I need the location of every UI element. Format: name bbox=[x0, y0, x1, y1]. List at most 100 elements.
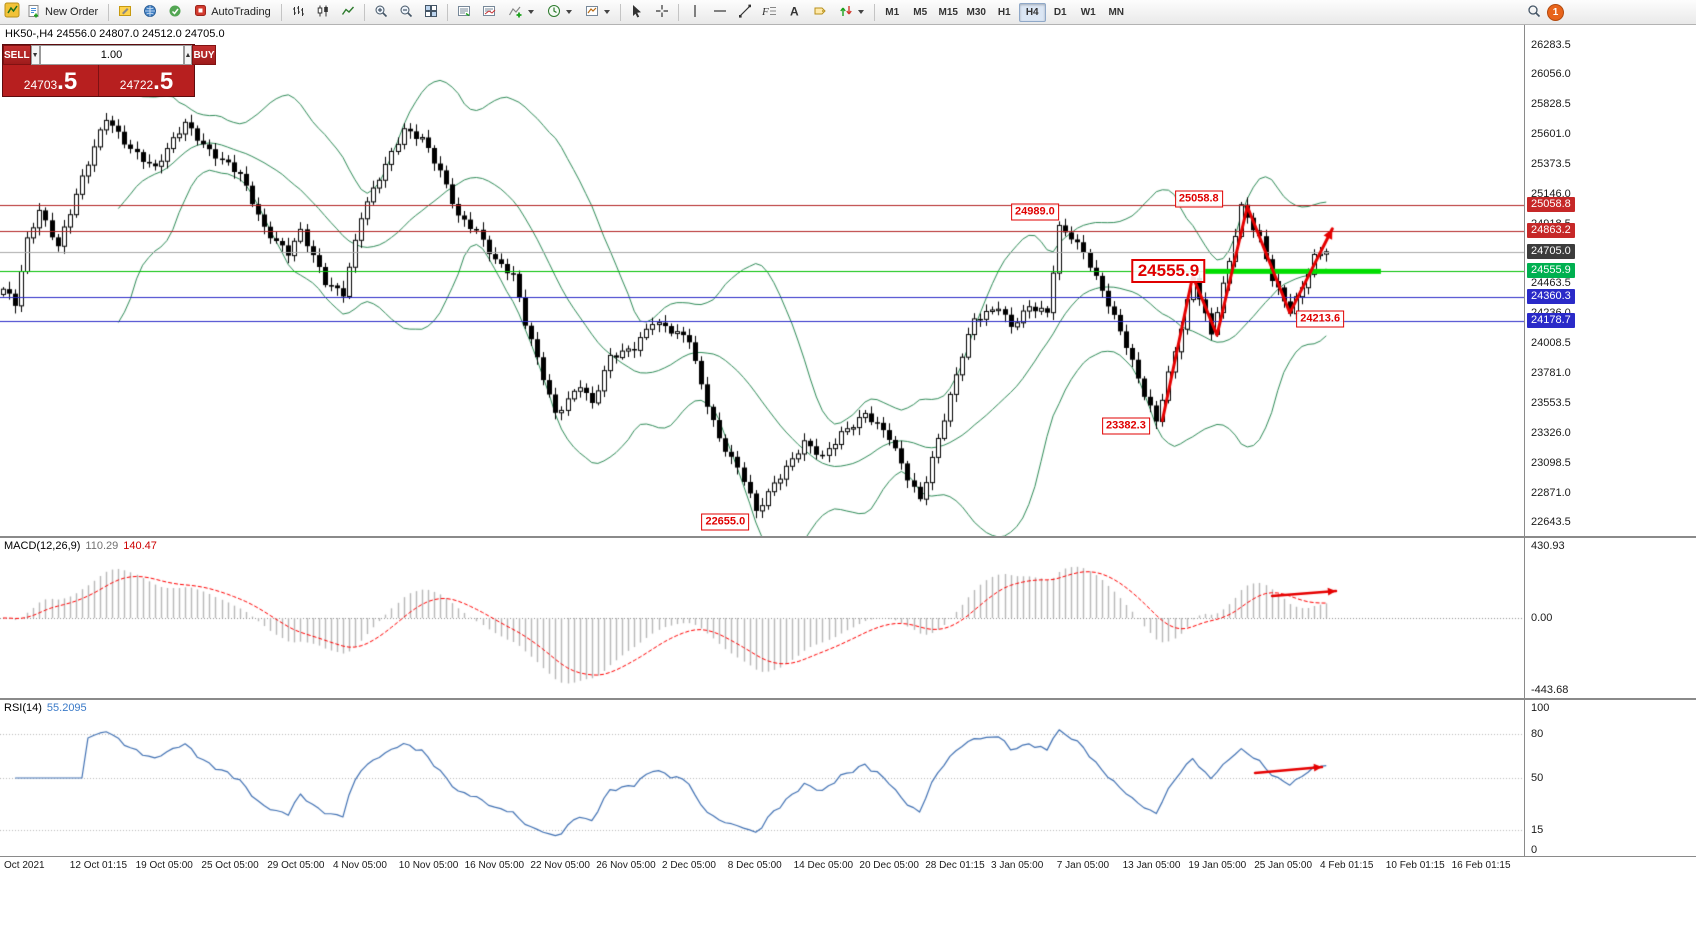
macd-scale-label: -443.68 bbox=[1531, 684, 1569, 696]
sell-button[interactable]: SELL bbox=[3, 45, 31, 65]
timeframe-h4[interactable]: H4 bbox=[1018, 2, 1046, 22]
volume-up-button[interactable]: ▲ bbox=[183, 45, 193, 65]
timeframe-w1[interactable]: W1 bbox=[1075, 3, 1102, 22]
time-axis-label: 19 Jan 05:00 bbox=[1188, 860, 1247, 871]
zoom-out-button[interactable] bbox=[394, 2, 418, 23]
panel-resize-handle[interactable] bbox=[0, 536, 1696, 538]
tile-windows-icon bbox=[424, 4, 438, 21]
timeframe-h1[interactable]: H1 bbox=[991, 3, 1018, 22]
indicators-list-icon bbox=[457, 4, 471, 21]
new-order-button[interactable]: New Order bbox=[21, 2, 104, 23]
chart-annotation[interactable]: 24213.6 bbox=[1296, 310, 1345, 328]
tile-windows-button[interactable] bbox=[419, 2, 443, 23]
time-axis[interactable]: Oct 2021 12 Oct 01:15 19 Oct 05:00 25 Oct 0… bbox=[0, 857, 1696, 876]
volume-input[interactable] bbox=[39, 45, 184, 65]
autotrading-button[interactable]: AutoTrading bbox=[188, 2, 277, 23]
svg-text:F: F bbox=[762, 6, 769, 18]
toolbar-separator bbox=[280, 3, 282, 21]
cursor-button[interactable] bbox=[625, 2, 649, 23]
add-indicator-icon bbox=[508, 4, 523, 21]
sell-price-small: 24703 bbox=[23, 78, 58, 92]
time-axis-label: 29 Oct 05:00 bbox=[267, 860, 325, 871]
time-axis-label: 20 Dec 05:00 bbox=[859, 860, 919, 871]
time-axis-label: 2 Dec 05:00 bbox=[662, 860, 716, 871]
toolbar-separator bbox=[873, 3, 875, 21]
line-chart-button[interactable] bbox=[336, 2, 360, 23]
text-label-button[interactable] bbox=[808, 2, 832, 23]
templates-button[interactable] bbox=[579, 2, 616, 23]
alerts-badge[interactable]: 1 bbox=[1547, 3, 1564, 21]
price-tick-label: 23326.0 bbox=[1531, 426, 1571, 439]
objects-list-button[interactable] bbox=[477, 2, 501, 23]
buy-price-big: .5 bbox=[153, 68, 174, 95]
crosshair-button[interactable] bbox=[650, 2, 674, 23]
panel-resize-handle[interactable] bbox=[0, 698, 1696, 700]
line-chart-icon bbox=[341, 4, 355, 21]
price-chart-canvas[interactable] bbox=[0, 24, 1524, 536]
rsi-name: RSI(14) bbox=[4, 702, 42, 714]
time-axis-label: 7 Jan 05:00 bbox=[1056, 860, 1110, 871]
crosshair-icon bbox=[655, 4, 669, 21]
toolbar-separator bbox=[363, 3, 365, 21]
bar-chart-button[interactable] bbox=[286, 2, 310, 23]
metaeditor-icon bbox=[118, 4, 132, 21]
time-axis-label: 16 Feb 01:15 bbox=[1451, 860, 1511, 871]
price-scale[interactable]: 26283.5 26056.0 25828.5 25601.0 25373.5 25146… bbox=[1524, 24, 1696, 876]
timeframe-mn[interactable]: MN bbox=[1103, 3, 1130, 22]
chart-annotation[interactable]: 22655.0 bbox=[701, 513, 750, 531]
periods-button[interactable] bbox=[541, 2, 578, 23]
zoom-in-button[interactable] bbox=[369, 2, 393, 23]
time-axis-label: 10 Feb 01:15 bbox=[1385, 860, 1445, 871]
timeframe-m30[interactable]: M30 bbox=[963, 3, 990, 22]
price-level-badge: 24360.3 bbox=[1527, 289, 1575, 305]
time-axis-label: 13 Jan 05:00 bbox=[1122, 860, 1181, 871]
chart-annotation[interactable]: 24555.9 bbox=[1131, 258, 1206, 283]
timeframe-d1[interactable]: D1 bbox=[1047, 3, 1074, 22]
fibonacci-button[interactable]: F bbox=[758, 2, 782, 23]
candlestick-chart-button[interactable] bbox=[311, 2, 335, 23]
price-level-badge: 24705.0 bbox=[1527, 243, 1575, 259]
price-tick-label: 26283.5 bbox=[1531, 38, 1571, 51]
metaeditor-button[interactable] bbox=[113, 2, 137, 23]
new-order-icon bbox=[27, 4, 41, 21]
horizontal-line-button[interactable] bbox=[708, 2, 732, 23]
candlestick-chart-icon bbox=[316, 4, 330, 21]
chart-annotation[interactable]: 24989.0 bbox=[1011, 203, 1059, 221]
timeframe-m1[interactable]: M1 bbox=[879, 3, 906, 22]
toolbar-separator bbox=[108, 3, 110, 21]
price-tick-label: 24008.5 bbox=[1531, 337, 1571, 350]
chart-annotation[interactable]: 23382.3 bbox=[1102, 417, 1150, 435]
indicators-list-button[interactable] bbox=[452, 2, 476, 23]
price-level-badge: 24178.7 bbox=[1527, 312, 1575, 328]
time-axis-label: 16 Nov 05:00 bbox=[464, 860, 525, 871]
text-button[interactable]: A bbox=[783, 2, 807, 23]
autotrading-label: AutoTrading bbox=[211, 6, 271, 18]
buy-button[interactable]: BUY bbox=[192, 45, 216, 65]
market-button[interactable] bbox=[163, 2, 187, 23]
volume-down-button[interactable]: ▼ bbox=[30, 45, 40, 65]
trendline-button[interactable] bbox=[733, 2, 757, 23]
add-indicator-button[interactable] bbox=[502, 2, 540, 23]
buy-price-small: 24722 bbox=[119, 78, 154, 92]
vertical-line-button[interactable] bbox=[683, 2, 707, 23]
time-axis-label: 28 Dec 01:15 bbox=[925, 860, 985, 871]
time-axis-label: 14 Dec 05:00 bbox=[793, 860, 854, 871]
arrows-button[interactable] bbox=[833, 2, 870, 23]
mql5-community-icon bbox=[143, 4, 157, 21]
search-button[interactable] bbox=[1522, 2, 1546, 23]
sell-price-display[interactable]: 24703.5 bbox=[3, 65, 98, 96]
macd-indicator-canvas[interactable] bbox=[0, 538, 1524, 698]
zoom-out-icon bbox=[399, 4, 413, 21]
arrows-icon bbox=[839, 4, 853, 21]
toolbar-separator bbox=[446, 3, 448, 21]
time-axis-border bbox=[0, 856, 1696, 857]
timeframe-m15[interactable]: M15 bbox=[935, 3, 962, 22]
buy-price-display[interactable]: 24722.5 bbox=[98, 65, 194, 96]
rsi-indicator-canvas[interactable] bbox=[0, 700, 1524, 856]
price-tick-label: 25601.0 bbox=[1531, 128, 1571, 141]
chart-annotation[interactable]: 25058.8 bbox=[1174, 190, 1223, 208]
mql5-community-button[interactable] bbox=[138, 2, 162, 23]
timeframe-m5[interactable]: M5 bbox=[907, 3, 934, 22]
dropdown-caret bbox=[527, 10, 534, 14]
rsi-scale-label: 100 bbox=[1531, 702, 1550, 714]
